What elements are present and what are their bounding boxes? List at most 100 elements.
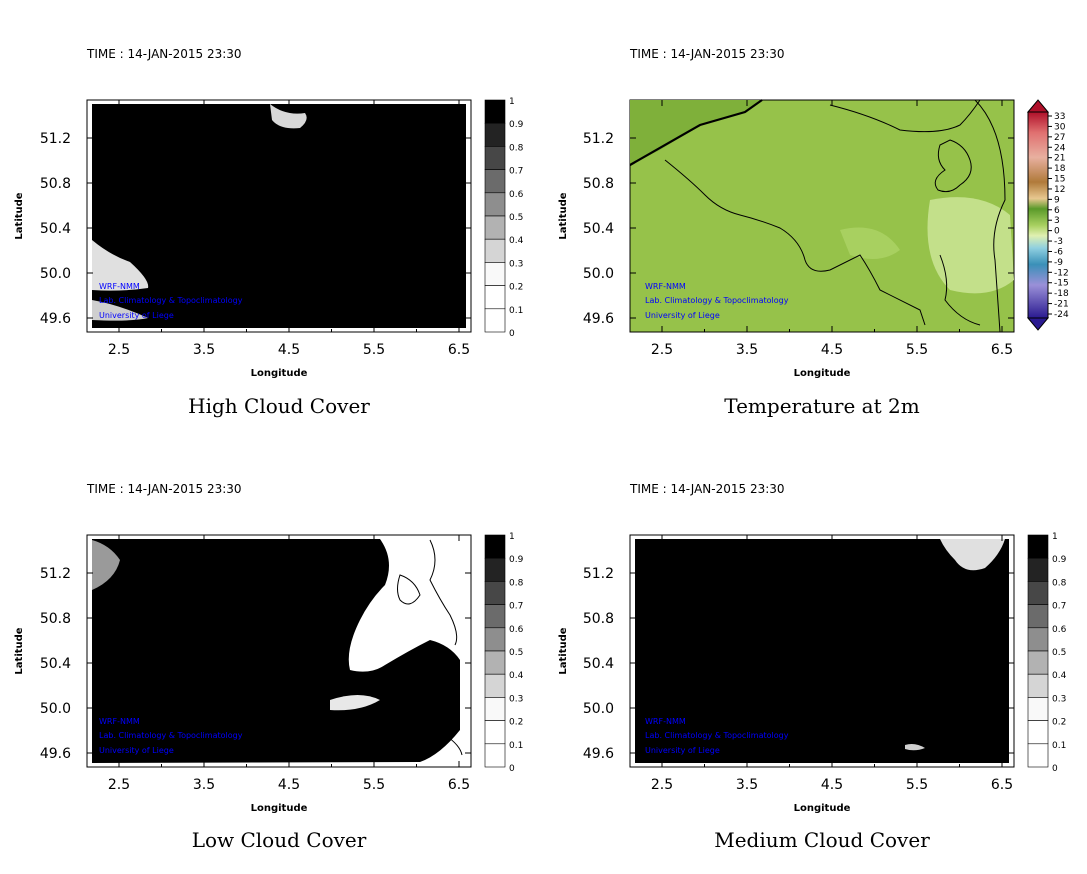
colorbar-label: 0.3 xyxy=(1052,694,1066,704)
colorbar-segment xyxy=(1027,650,1049,675)
x-tick-label: 4.5 xyxy=(278,342,300,358)
xlabel: Longitude xyxy=(251,368,308,379)
colorbar-segment xyxy=(484,99,506,124)
ylabel: Latitude xyxy=(14,192,25,239)
colorbar-label: -9 xyxy=(1054,258,1063,268)
colorbar-label: -6 xyxy=(1054,247,1063,257)
xlabel: Longitude xyxy=(794,803,851,814)
colorbar-label: 12 xyxy=(1054,185,1065,195)
colorbar-segment xyxy=(484,720,506,745)
map-frame xyxy=(86,534,472,768)
colorbar-segment xyxy=(1027,557,1049,582)
time-label: TIME : 14-JAN-2015 23:30 xyxy=(629,47,785,61)
svg-text:University of Liege: University of Liege xyxy=(645,746,720,755)
y-tick-label: 50.0 xyxy=(40,266,71,282)
colorbar-label: 0.5 xyxy=(509,213,523,223)
cloud-clear-patch xyxy=(330,695,380,711)
credits: WRF-NMM Lab. Climatology & Topoclimatolo… xyxy=(645,717,789,755)
cloud-partial-patch xyxy=(92,540,120,590)
svg-text:WRF-NMM: WRF-NMM xyxy=(645,717,686,726)
colorbar: 1 0.9 0.8 0.7 0.6 0.5 0.4 0.3 0.2 0.1 0 xyxy=(1027,532,1067,774)
panel-title: Medium Cloud Cover xyxy=(714,828,930,852)
x-tick-label: 5.5 xyxy=(906,342,928,358)
colorbar-label: 0.2 xyxy=(509,283,523,293)
colorbar-segment xyxy=(484,650,506,675)
y-tick-label: 51.2 xyxy=(583,566,614,582)
colorbar-label: 0.3 xyxy=(509,694,523,704)
colorbar-label: 0.8 xyxy=(509,578,524,588)
colorbar-label: 0.5 xyxy=(509,648,523,658)
ylabel: Latitude xyxy=(558,192,569,239)
colorbar-segment xyxy=(484,308,506,333)
svg-text:Lab. Climatology & Topoclimato: Lab. Climatology & Topoclimatology xyxy=(99,296,243,305)
colorbar-gradient xyxy=(1027,111,1049,319)
colorbar-arrow-bottom xyxy=(1026,317,1050,331)
colorbar-label: -15 xyxy=(1054,279,1069,289)
x-tick-label: 4.5 xyxy=(278,777,300,793)
x-tick-label: 2.5 xyxy=(108,777,130,793)
colorbar-label: 0.7 xyxy=(1052,602,1066,612)
colorbar-label: 0.8 xyxy=(509,143,524,153)
map-frame xyxy=(86,99,472,333)
panel-title: High Cloud Cover xyxy=(188,394,370,418)
ylabel: Latitude xyxy=(14,627,25,674)
x-tick-label: 5.5 xyxy=(363,342,385,358)
cloud-clear-patch xyxy=(270,104,307,129)
panel-temperature: TIME : 14-JAN-2015 23:30 WRF-NMM Lab. Cl… xyxy=(558,47,1069,418)
colorbar-segment xyxy=(1027,673,1049,698)
colorbar-segment xyxy=(484,238,506,263)
colorbar-label: -24 xyxy=(1054,310,1069,320)
axis-ticks: 2.5 3.5 4.5 5.5 6.5 51.2 50.8 50.4 50.0 49.6 xyxy=(40,100,471,358)
colorbar-segment xyxy=(484,122,506,147)
svg-text:University of Liege: University of Liege xyxy=(99,311,174,320)
colorbar-label: 0.4 xyxy=(509,236,524,246)
colorbar-label: 0.1 xyxy=(1052,741,1066,751)
colorbar-segment xyxy=(484,192,506,217)
colorbar-label: 0 xyxy=(509,329,515,339)
credits: WRF-NMM Lab. Climatology & Topoclimatolo… xyxy=(645,282,789,320)
colorbar-label: 33 xyxy=(1054,112,1065,122)
y-tick-label: 50.8 xyxy=(583,611,614,627)
x-tick-label: 4.5 xyxy=(821,777,843,793)
colorbar-label: 0.2 xyxy=(1052,718,1066,728)
colorbar-label: 21 xyxy=(1054,154,1065,164)
colorbar-segment xyxy=(1027,581,1049,605)
colorbar-label: -18 xyxy=(1054,289,1069,299)
axis-ticks: 2.5 3.5 4.5 5.5 6.5 51.2 50.8 50.4 50.0 49.6 xyxy=(583,535,1014,793)
y-tick-label: 50.0 xyxy=(583,266,614,282)
colorbar-label: 30 xyxy=(1054,122,1066,132)
time-label: TIME : 14-JAN-2015 23:30 xyxy=(629,482,785,496)
x-tick-label: 3.5 xyxy=(193,342,215,358)
colorbar-label: 0.6 xyxy=(1052,625,1067,635)
colorbar-segment xyxy=(484,743,506,768)
colorbar-label: -21 xyxy=(1054,300,1069,310)
colorbar-arrow-top xyxy=(1026,99,1050,113)
svg-text:WRF-NMM: WRF-NMM xyxy=(99,717,140,726)
svg-text:WRF-NMM: WRF-NMM xyxy=(645,282,686,291)
colorbar-segment xyxy=(484,627,506,652)
panel-high-cloud: TIME : 14-JAN-2015 23:30 WRF-NMM Lab. Cl… xyxy=(14,47,524,418)
svg-text:University of Liege: University of Liege xyxy=(645,311,720,320)
colorbar-label: 0.4 xyxy=(509,671,524,681)
colorbar-label: 3 xyxy=(1054,216,1060,226)
x-tick-label: 6.5 xyxy=(991,777,1013,793)
colorbar-label: 27 xyxy=(1054,133,1065,143)
x-tick-label: 6.5 xyxy=(448,777,470,793)
colorbar-label: 0 xyxy=(509,764,515,774)
colorbar-label: 1 xyxy=(509,97,515,107)
x-tick-label: 3.5 xyxy=(736,777,758,793)
colorbar-segment xyxy=(1027,720,1049,745)
xlabel: Longitude xyxy=(794,368,851,379)
colorbar-label: -3 xyxy=(1054,237,1063,247)
cloud-field xyxy=(92,539,460,763)
credits: WRF-NMM Lab. Climatology & Topoclimatolo… xyxy=(99,282,243,320)
axis-ticks: 2.5 3.5 4.5 5.5 6.5 51.2 50.8 50.4 50.0 49.6 xyxy=(40,535,471,793)
y-tick-label: 50.0 xyxy=(40,701,71,717)
cloud-field xyxy=(92,104,466,328)
colorbar-segment xyxy=(484,262,506,286)
colorbar-segment xyxy=(484,581,506,605)
credits: WRF-NMM Lab. Climatology & Topoclimatolo… xyxy=(99,717,243,755)
y-tick-label: 49.6 xyxy=(40,746,71,762)
time-label: TIME : 14-JAN-2015 23:30 xyxy=(86,482,242,496)
colorbar-label: 0 xyxy=(1052,764,1058,774)
